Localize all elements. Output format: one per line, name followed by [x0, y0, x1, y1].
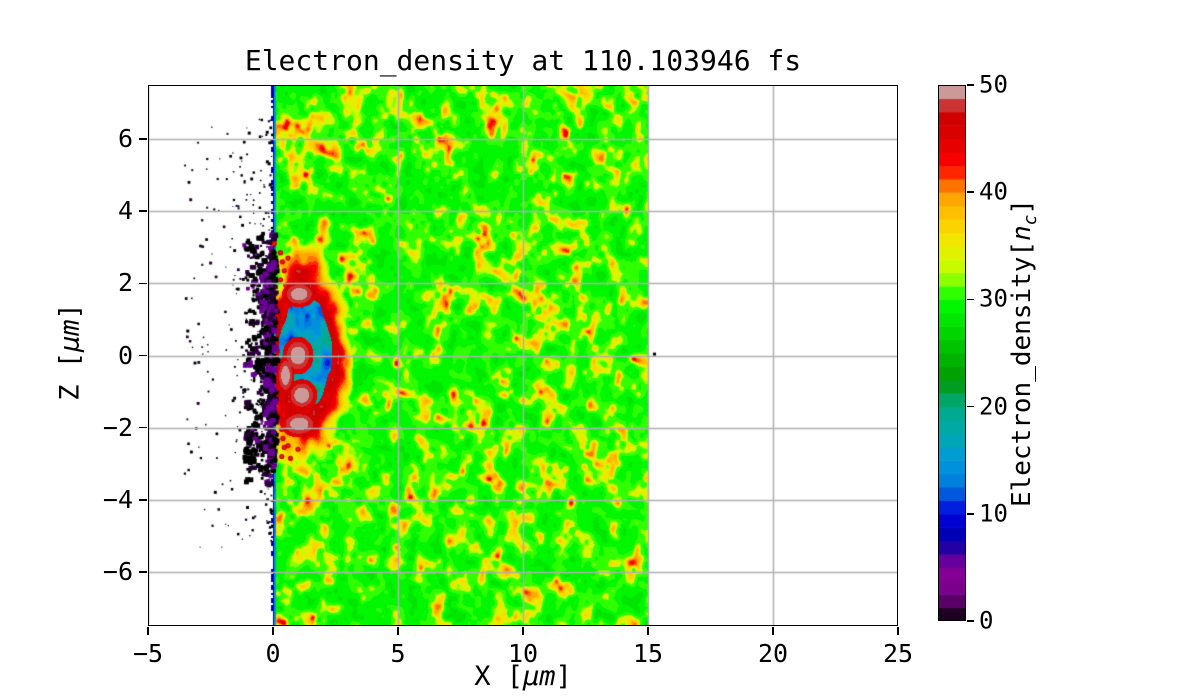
colorbar-tick-label: 40 [979, 177, 1008, 206]
y-tick-mark [139, 498, 147, 501]
density-heatmap-canvas [148, 85, 898, 626]
x-tick-mark [147, 627, 149, 635]
colorbar-label: Electron_density[nc] [1006, 198, 1042, 508]
y-tick-mark [139, 282, 147, 285]
x-tick-label: 20 [757, 639, 789, 668]
x-tick-mark [522, 627, 524, 635]
x-tick-mark [647, 627, 649, 635]
y-axis-label: Z [μm] [54, 303, 86, 401]
colorbar-tick-label: 30 [979, 284, 1008, 313]
y-tick-mark [139, 210, 147, 213]
x-tick-label: −5 [132, 639, 164, 668]
colorbar-tick-mark [967, 298, 974, 301]
y-tick-label: −2 [102, 412, 133, 442]
colorbar-tick-mark [967, 620, 974, 622]
x-tick-label: 25 [882, 639, 914, 668]
y-tick-mark [139, 354, 147, 357]
colorbar-tick-mark [967, 191, 974, 193]
x-tick-label: 0 [265, 639, 281, 668]
colorbar-tick-mark [967, 84, 974, 86]
y-tick-label: −4 [102, 484, 133, 514]
y-tick-label: 4 [117, 196, 133, 226]
y-tick-mark [139, 571, 147, 573]
y-tick-mark [139, 426, 147, 429]
colorbar-tick-label: 10 [979, 499, 1008, 528]
chart-title: Electron_density at 110.103946 fs [148, 44, 898, 77]
colorbar-tick-mark [967, 405, 974, 408]
colorbar-tick-label: 50 [979, 70, 1008, 99]
x-tick-mark [272, 627, 274, 635]
x-axis-label: X [μm] [474, 661, 572, 692]
x-tick-label: 5 [390, 639, 406, 668]
x-tick-mark [772, 627, 774, 635]
colorbar-tick-label: 20 [979, 392, 1008, 421]
plot-area [148, 85, 898, 626]
y-tick-mark [139, 138, 147, 140]
colorbar-tick-mark [967, 513, 974, 515]
x-tick-label: 10 [507, 639, 539, 668]
x-tick-mark [897, 627, 899, 635]
y-tick-label: 2 [117, 268, 133, 298]
x-tick-mark [397, 627, 399, 635]
y-tick-label: 6 [117, 124, 133, 154]
colorbar-gradient-canvas [938, 85, 966, 621]
y-tick-label: −6 [102, 556, 133, 586]
colorbar [938, 85, 966, 621]
y-tick-label: 0 [117, 340, 133, 370]
chart-title-text: Electron_density at 110.103946 fs [244, 44, 802, 77]
x-tick-label: 15 [632, 639, 664, 668]
colorbar-tick-label: 0 [979, 606, 994, 635]
